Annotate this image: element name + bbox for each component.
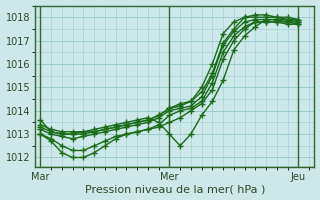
X-axis label: Pression niveau de la mer( hPa ): Pression niveau de la mer( hPa )	[84, 184, 265, 194]
